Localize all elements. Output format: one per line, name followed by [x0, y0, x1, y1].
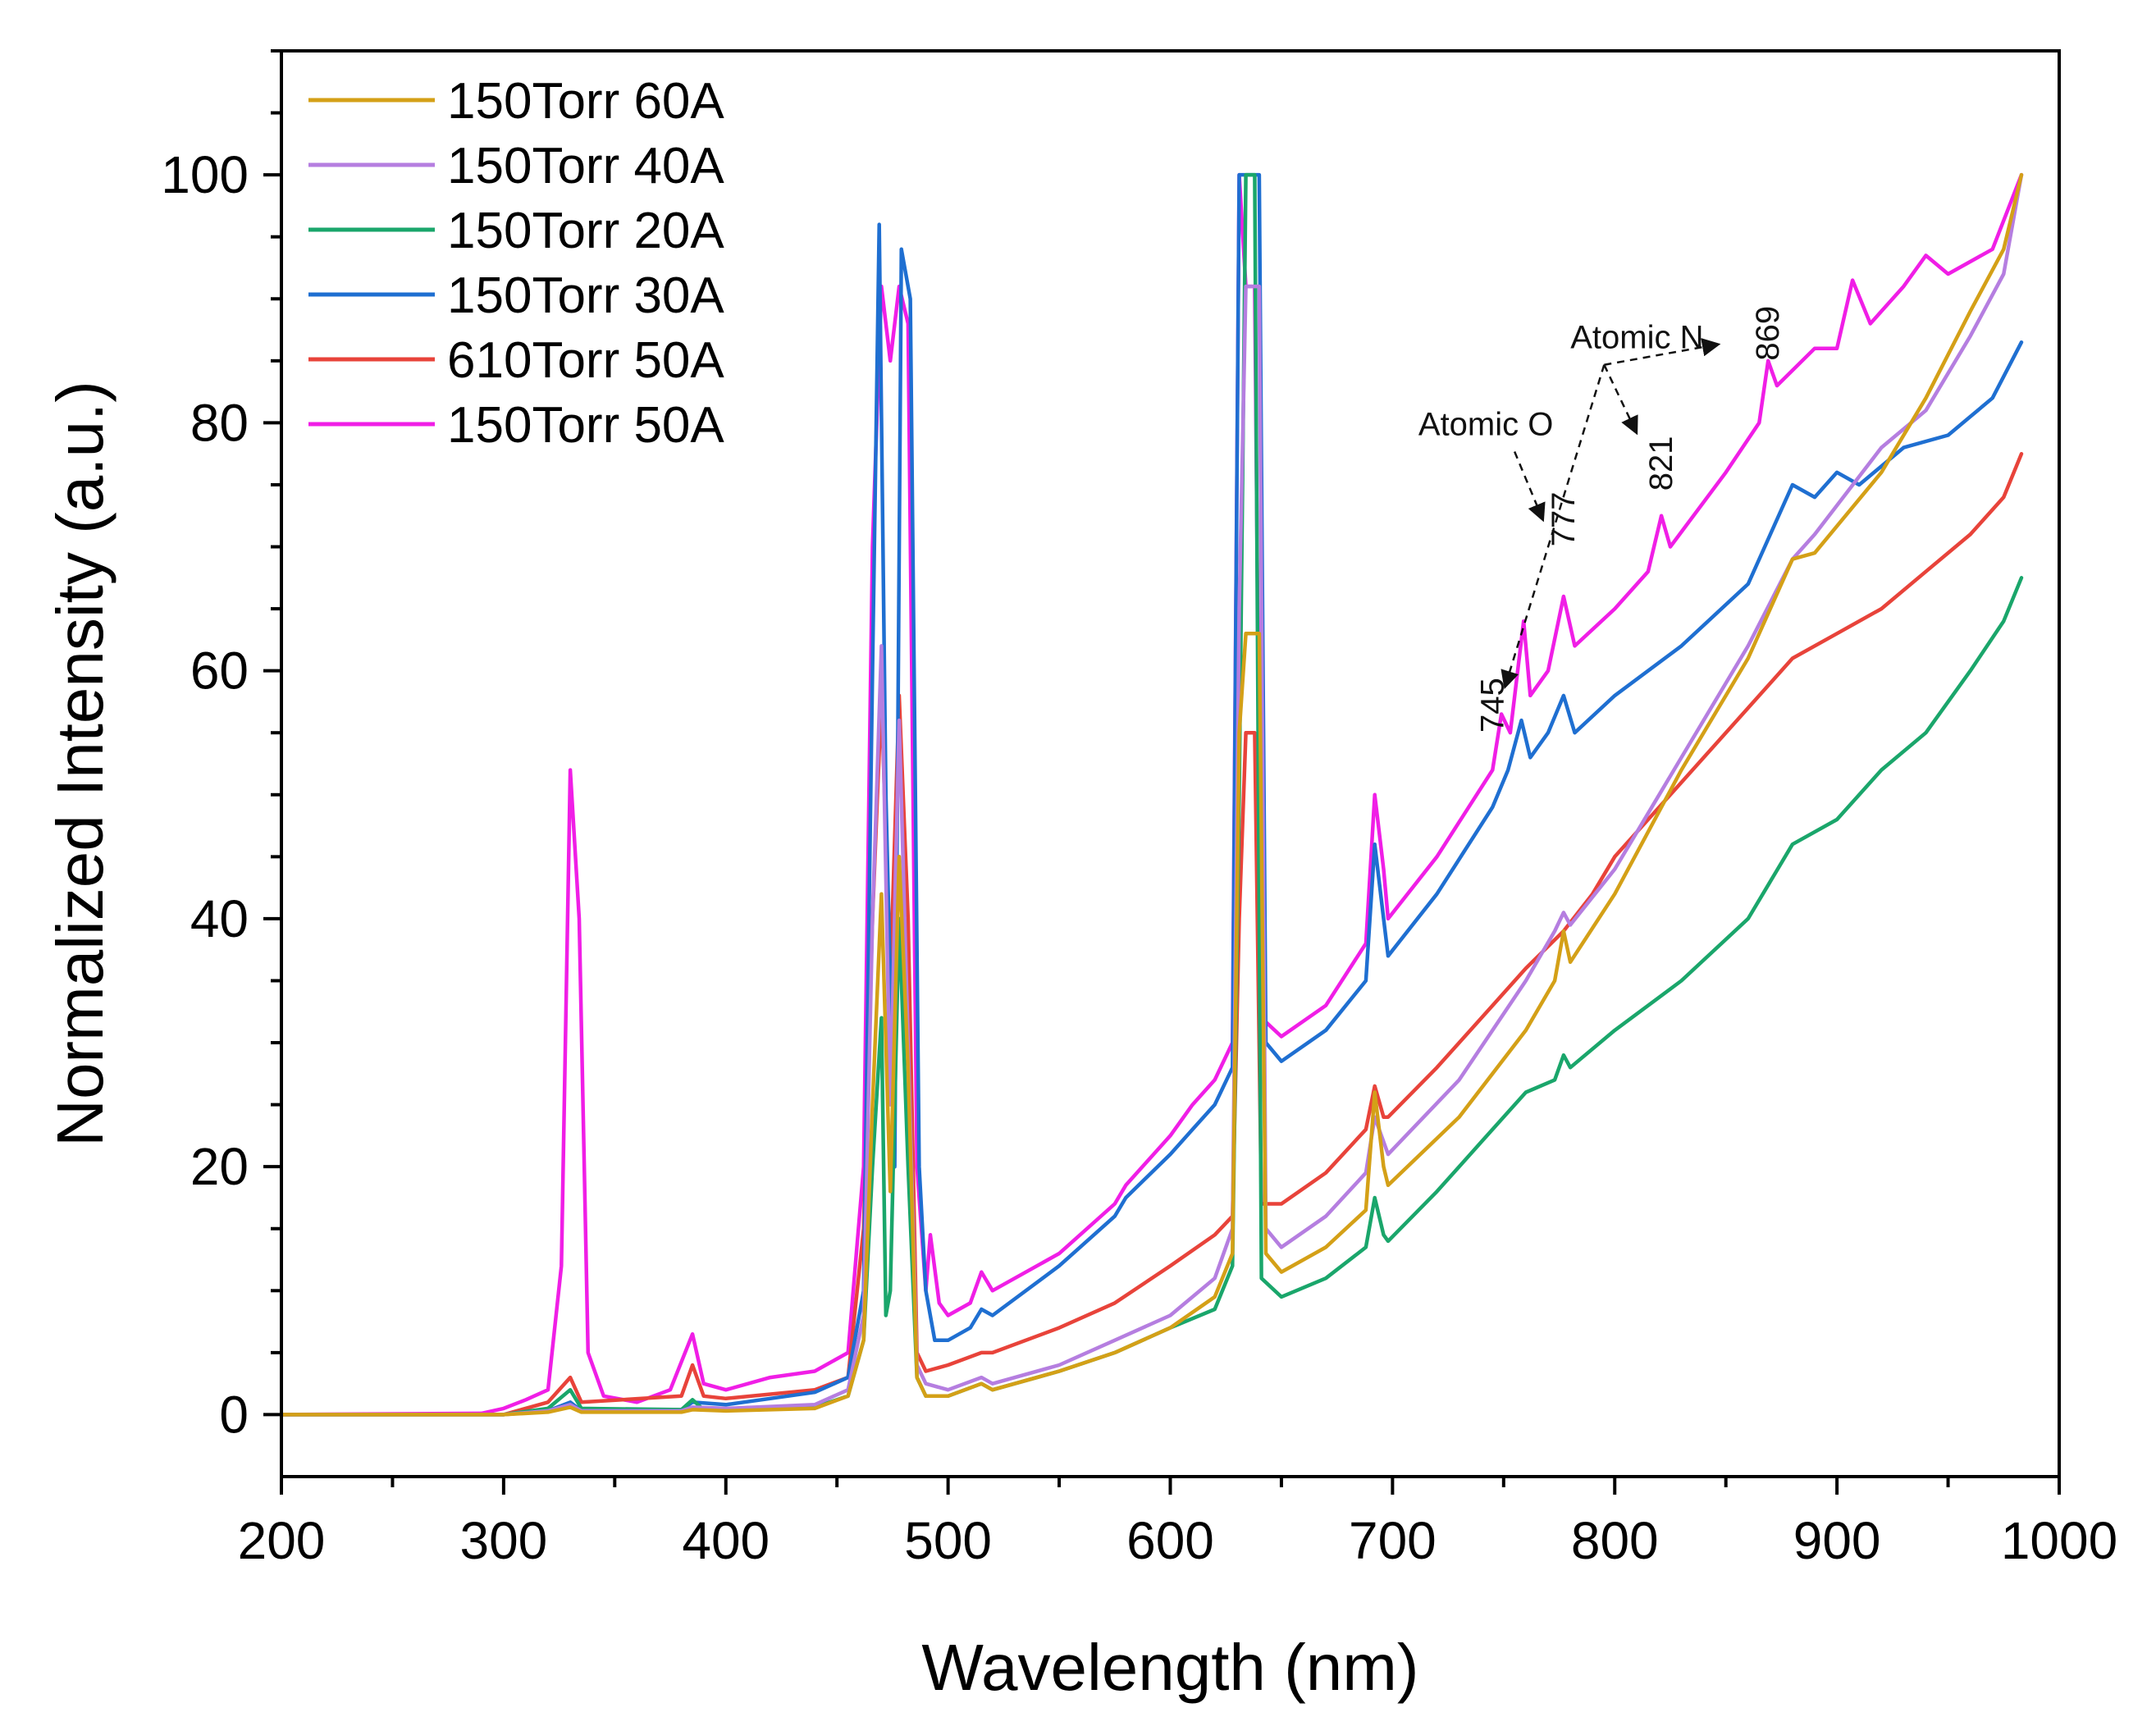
y-tick-label: 60 — [190, 642, 249, 701]
x-tick-label: 500 — [904, 1511, 992, 1570]
peak-label-745: 745 — [1474, 678, 1510, 733]
peak-label-869: 869 — [1750, 306, 1786, 361]
y-tick-label: 40 — [190, 889, 249, 948]
legend: 150Torr 60A 150Torr 40A 150Torr 20A 150Torr… — [308, 73, 724, 454]
legend-label: 150Torr 30A — [447, 267, 724, 324]
atomic-n-arrow-821 — [1603, 364, 1638, 436]
annotation-layer: Atomic O Atomic N 745 777 821 869 — [1418, 306, 1786, 733]
x-tick-label: 900 — [1793, 1511, 1881, 1570]
y-tick-label: 20 — [190, 1137, 249, 1196]
legend-label: 150Torr 40A — [447, 138, 724, 194]
legend-label: 150Torr 60A — [447, 73, 724, 130]
legend-label: 610Torr 50A — [447, 332, 724, 389]
x-tick-label: 200 — [238, 1511, 326, 1570]
atomic-n-arrow-745 — [1501, 364, 1606, 690]
x-tick-label: 600 — [1126, 1511, 1214, 1570]
x-axis-title: Wavelength (nm) — [921, 1631, 1418, 1704]
plot-frame — [280, 49, 2061, 1478]
y-axis-title: Normalized Intensity (a.u.) — [43, 381, 116, 1147]
series-line — [279, 451, 2024, 1417]
legend-label: 150Torr 50A — [447, 397, 724, 454]
atomic-o-arrow-777 — [1513, 451, 1546, 523]
series-layer — [279, 172, 2024, 1417]
x-tick-label: 400 — [682, 1511, 770, 1570]
atomic-n-label: Atomic N — [1570, 320, 1703, 356]
x-tick-label: 800 — [1571, 1511, 1659, 1570]
peak-label-777: 777 — [1546, 492, 1582, 547]
series-line — [279, 172, 2024, 1417]
peak-label-821: 821 — [1643, 436, 1679, 491]
y-tick-label: 80 — [190, 393, 249, 452]
x-tick-label: 300 — [459, 1511, 547, 1570]
atomic-o-label: Atomic O — [1418, 407, 1553, 443]
legend-label: 150Torr 20A — [447, 203, 724, 259]
atomic-n-arrow-869 — [1604, 338, 1721, 366]
series-line — [279, 172, 2024, 1417]
y-tick-label: 0 — [219, 1385, 249, 1444]
x-tick-label: 700 — [1349, 1511, 1437, 1570]
ticks-layer: 200 300 400 500 600 700 800 900 1000 0 20 40 60 80 100 — [161, 49, 2117, 1570]
series-line — [279, 172, 2024, 1417]
y-tick-label: 100 — [161, 145, 249, 204]
x-tick-label: 1000 — [2001, 1511, 2117, 1570]
